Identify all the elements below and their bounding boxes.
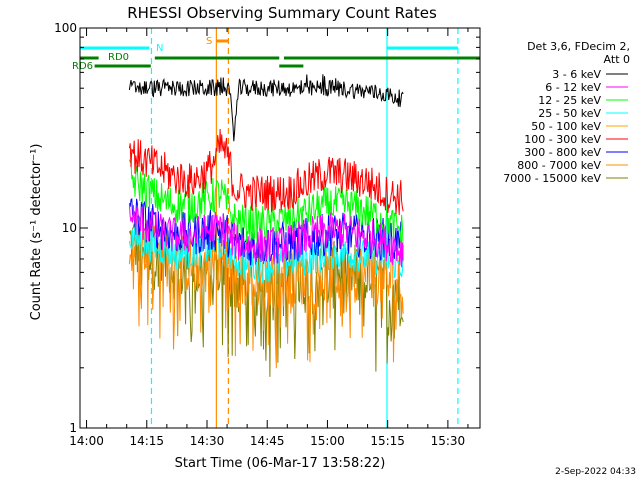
legend-entry-label: 100 - 300 keV xyxy=(524,133,601,146)
chart-title: RHESSI Observing Summary Count Rates xyxy=(127,4,437,22)
y-tick-label: 100 xyxy=(54,21,77,35)
legend-header-line: Att 0 xyxy=(604,53,630,66)
series-line-100-300-kev xyxy=(128,128,404,216)
x-tick-label: 14:00 xyxy=(69,434,104,448)
legend-entry-label: 300 - 800 keV xyxy=(524,146,601,159)
legend-entry-label: 3 - 6 keV xyxy=(552,68,601,81)
legend-entry-label: 800 - 7000 keV xyxy=(517,159,601,172)
series-group xyxy=(128,74,404,377)
flag-label-rd6: RD6 xyxy=(72,61,93,72)
x-tick-label: 15:15 xyxy=(370,434,405,448)
x-tick-label: 14:45 xyxy=(250,434,285,448)
x-axis: 14:00 14:15 14:30 14:45 15:00 15:15 15:30 xyxy=(69,28,469,448)
legend-entry-label: 7000 - 15000 keV xyxy=(503,172,601,185)
footer-timestamp: 2-Sep-2022 04:33 xyxy=(555,467,636,477)
y-tick-label: 1 xyxy=(69,421,77,435)
x-tick-label: 15:00 xyxy=(310,434,345,448)
flag-label-rd0: RD0 xyxy=(108,52,129,63)
series-line-25-50-kev xyxy=(128,223,404,283)
plot-area: N S RD0 RD6 xyxy=(72,28,480,428)
y-axis: 1 10 100 xyxy=(54,21,480,435)
series-line-3-6-kev xyxy=(128,74,404,142)
legend-entry-label: 6 - 12 keV xyxy=(545,81,601,94)
series-line-12-25-kev xyxy=(128,159,404,251)
legend-entry-label: 25 - 50 keV xyxy=(538,107,601,120)
x-tick-label: 14:30 xyxy=(190,434,225,448)
x-tick-label: 14:15 xyxy=(129,434,164,448)
legend-header-line: Det 3,6, FDecim 2, xyxy=(527,40,630,53)
series-line-6-12-kev xyxy=(128,203,404,268)
flag-label-n: N xyxy=(156,43,163,54)
y-axis-label: Count Rate (s⁻¹ detector⁻¹) xyxy=(29,144,44,321)
x-tick-label: 15:30 xyxy=(431,434,466,448)
y-tick-label: 10 xyxy=(62,221,77,235)
legend-entry-label: 50 - 100 keV xyxy=(531,120,601,133)
flag-label-s: S xyxy=(206,36,212,47)
legend-entry-label: 12 - 25 keV xyxy=(538,94,601,107)
x-axis-label: Start Time (06-Mar-17 13:58:22) xyxy=(175,456,386,471)
